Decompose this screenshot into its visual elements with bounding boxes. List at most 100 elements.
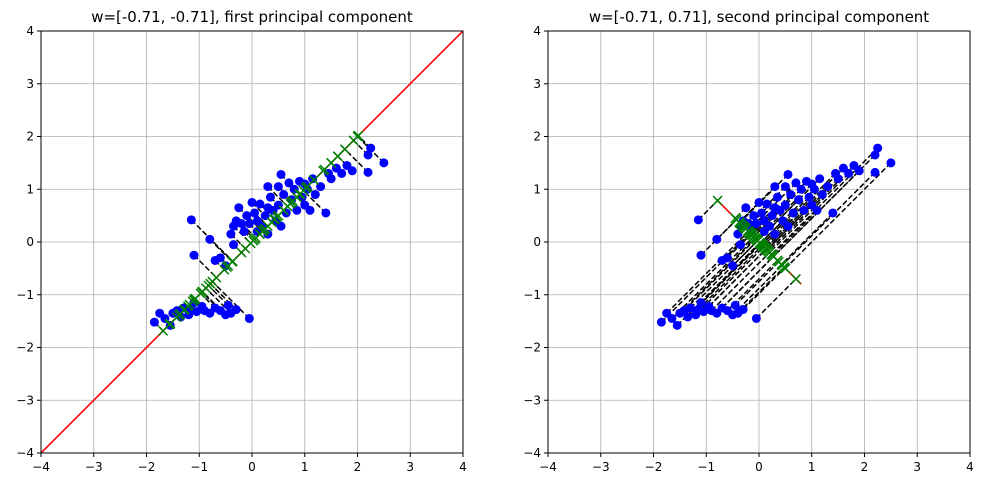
projection-connector [737,266,785,314]
data-point [823,182,833,192]
data-point [722,253,732,263]
y-tick-label: −2 [523,341,541,355]
data-point [234,203,244,213]
y-tick-label: −3 [16,393,34,407]
projection-connector [769,172,850,254]
chart-panel-2: w=[-0.71, 0.71], second principal compon… [523,8,974,474]
projected-point-stroke [734,217,745,228]
data-point [796,184,806,194]
projected-point-stroke [269,214,280,225]
data-point [255,199,265,209]
data-point [149,317,159,327]
projected-point-stroke [318,165,329,176]
projected-point-stroke [352,131,363,142]
data-point [794,195,804,205]
y-tick-label: −4 [523,446,541,460]
y-tick-label: 2 [533,130,541,144]
plot-area-2: −4 −3 −2 −1 0 1 2 3 4 −4 −3 −2 −1 0 1 2 3 4 [523,24,974,474]
data-point [337,168,347,178]
data-point [205,234,215,244]
data-point [780,200,790,210]
y-tick-label: −1 [16,288,34,302]
projection-connector [697,200,719,221]
projected-point-stroke [790,273,801,284]
data-point [696,250,706,260]
data-point [284,178,294,188]
data-point [712,234,722,244]
y-tick-label: 3 [26,77,34,91]
data-point [791,178,801,188]
data-point [239,226,249,236]
projected-point [308,174,320,186]
x-tick-label: 2 [861,460,869,474]
projection-connector [209,283,237,311]
data-point [815,174,825,184]
x-tick-label: 4 [966,460,974,474]
x-tick-label: 3 [406,460,414,474]
data-point [223,300,233,310]
data-point [226,229,236,239]
projection-connector [734,261,780,306]
plot-area-1: −4 −3 −2 −1 0 1 2 3 4 −4 −3 −2 −1 0 1 2 3 4 [16,24,467,474]
projection-connector [666,230,749,314]
data-point [828,208,838,218]
data-point [667,313,677,323]
data-point [736,240,746,250]
projected-point-stroke [221,262,232,273]
projected-point-stroke [780,263,791,274]
projection-connector [742,267,786,311]
data-point [672,320,682,330]
projected-point [790,273,801,284]
data-point [242,211,252,221]
projected-point-stroke [258,225,269,236]
projection-connector [671,236,755,320]
y-tick-label: −4 [16,446,34,460]
data-point [250,208,260,218]
data-point [363,167,373,177]
projected-point [258,225,269,236]
data-point [326,174,336,184]
data-point [229,240,239,250]
projected-point-stroke [766,249,777,260]
data-point [265,192,275,202]
data-point [186,215,196,225]
data-point [683,312,693,322]
data-point [844,168,854,178]
data-point [363,150,373,160]
projected-point [318,165,329,176]
chart-panel-1: w=[-0.71, -0.71], first principal compon… [16,8,467,474]
x-tick-label: −1 [190,460,208,474]
projection-connector [700,242,761,304]
projected-point [766,249,777,260]
data-point [770,229,780,239]
data-point [783,169,793,179]
projection-connector [708,248,767,307]
data-point [310,190,320,200]
x-tick-label: 0 [755,460,763,474]
projection-connector [781,171,876,266]
x-tick-label: 1 [301,460,309,474]
chart-title-1: w=[-0.71, -0.71], first principal compon… [91,8,413,26]
data-point [231,305,241,315]
data-point [833,174,843,184]
data-point [809,184,819,194]
data-point [754,197,764,207]
projection-connector [679,237,756,314]
projected-point-stroke [308,174,320,186]
projected-point [712,195,723,206]
data-point [762,199,772,209]
x-tick-label: 1 [808,460,816,474]
y-tick-label: 0 [533,235,541,249]
projection-connector [697,244,763,311]
y-tick-label: 0 [26,235,34,249]
x-tick-label: −2 [645,460,663,474]
data-point [780,182,790,192]
data-point [189,250,199,260]
data-point [215,253,225,263]
data-point [321,208,331,218]
data-point [656,317,666,327]
data-point [247,197,257,207]
data-point [366,143,376,153]
projection-connector [205,287,232,314]
